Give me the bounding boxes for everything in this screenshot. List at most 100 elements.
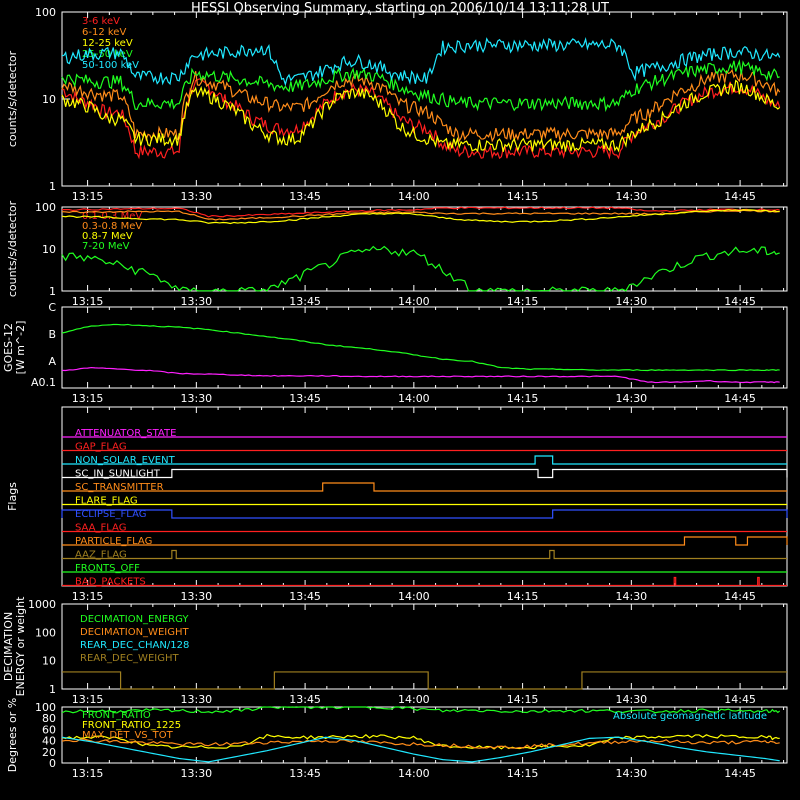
x-tick-label: 13:45 [289,190,321,203]
y-tick-label: 10 [42,93,56,106]
x-tick-label: 14:45 [724,295,756,308]
flag-label: FRONTS_OFF [75,563,140,574]
flag-line [62,455,787,465]
x-tick-label: 14:15 [507,392,539,405]
panel-frame [61,11,788,187]
series-line [61,738,780,749]
legend-label: FRONT_RATIO [82,710,151,721]
legend-label: 25-50 keV [82,49,133,60]
y-tick-label: 60 [42,723,56,736]
y-axis-label: Flags [6,482,19,511]
legend-label: 0.8-7 MeV [82,231,133,242]
panel-frame [61,206,788,292]
y-tick-label: C [48,301,56,314]
series-line [61,209,780,225]
x-tick-label: 14:30 [615,590,647,603]
x-tick-label: 13:45 [289,392,321,405]
flag-line [62,468,788,479]
y-axis-label: GOES-12 [2,323,15,372]
flag-label: SAA_FLAG [75,523,126,534]
annotation-label: Absolute geomagnetic latitude [613,711,767,722]
x-tick-label: 13:30 [180,693,212,706]
y-tick-label: 1 [49,683,56,696]
y-axis-label: [W m^-2] [14,321,27,375]
x-tick-label: 14:45 [724,590,756,603]
x-tick-label: 14:15 [507,190,539,203]
flag-label: PARTICLE_FLAG [75,536,152,547]
y-tick-label: 1 [49,180,56,193]
x-tick-label: 14:00 [398,767,430,780]
legend-label: 3-6 keV [82,16,120,27]
flag-label: FLARE_FLAG [75,496,138,507]
y-tick-label: 100 [35,6,56,19]
x-tick-label: 14:30 [615,767,647,780]
series-line [61,245,780,292]
x-tick-label: 14:30 [615,190,647,203]
series-line [62,671,787,690]
flag-line [62,549,787,560]
y-tick-label: 20 [42,746,56,759]
legend-label: 0.3-0.8 MeV [82,221,142,232]
x-tick-label: 14:45 [724,392,756,405]
y-axis-label: counts/s/detector [6,200,19,297]
x-tick-label: 14:30 [615,693,647,706]
y-tick-label: A [48,355,56,368]
x-tick-label: 13:45 [289,590,321,603]
x-tick-label: 13:45 [289,693,321,706]
x-tick-label: 13:15 [72,392,104,405]
x-tick-label: 13:30 [180,392,212,405]
flag-label: NON_SOLAR_EVENT [75,455,176,466]
series-line [61,733,780,750]
flag-label: ECLIPSE_FLAG [75,509,146,520]
flag-line [61,509,788,519]
y-axis-label: DECIMATION [2,612,15,681]
series-line [61,206,780,218]
legend-label: 6-12 keV [82,27,126,38]
flag-label: ATTENUATOR_STATE [75,428,176,439]
x-tick-label: 13:15 [72,590,104,603]
x-tick-label: 14:00 [398,693,430,706]
x-tick-label: 13:30 [180,190,212,203]
x-tick-label: 13:45 [289,295,321,308]
y-tick-label: A0.1 [31,376,56,389]
flag-line [62,536,788,546]
y-tick-label: 80 [42,712,56,725]
x-tick-label: 13:45 [289,767,321,780]
flag-label: SC_IN_SUNLIGHT [75,469,161,480]
series-line [61,36,781,87]
legend-label: FRONT_RATIO_1225 [82,720,181,731]
legend-label: 12-25 keV [82,38,133,49]
legend-label: 0.1-0.3 MeV [82,211,142,222]
series-line [61,68,781,143]
series-line [61,59,780,113]
flag-label: GAP_FLAG [75,442,127,453]
x-tick-label: 14:15 [507,295,539,308]
series-line [61,706,781,714]
series-line [61,79,781,153]
legend-label: MAX_DET_VS_TOT [82,730,174,741]
y-axis-label: Degrees or % [6,698,19,772]
flag-line [62,482,787,492]
x-tick-label: 13:15 [72,295,104,308]
y-axis-label: ENERGY or weight [14,596,27,696]
y-tick-label: 100 [35,626,56,639]
x-tick-label: 13:15 [72,190,104,203]
legend-label: DECIMATION_ENERGY [80,614,189,625]
x-tick-label: 14:00 [398,190,430,203]
y-tick-label: 100 [35,201,56,214]
x-tick-label: 14:00 [398,590,430,603]
y-axis-label: counts/s/detector [6,50,19,147]
x-tick-label: 13:15 [72,693,104,706]
y-tick-label: 40 [42,735,56,748]
y-tick-label: 0 [49,757,56,770]
x-tick-label: 14:45 [724,190,756,203]
x-tick-label: 14:15 [507,693,539,706]
y-tick-label: 10 [42,243,56,256]
legend-label: DECIMATION_WEIGHT [80,627,189,638]
x-tick-label: 14:00 [398,295,430,308]
panel-frame [61,603,788,690]
x-tick-label: 14:45 [724,767,756,780]
series-line [61,736,780,763]
x-tick-label: 13:30 [180,767,212,780]
flag-label: BAD_PACKETS [75,577,146,588]
